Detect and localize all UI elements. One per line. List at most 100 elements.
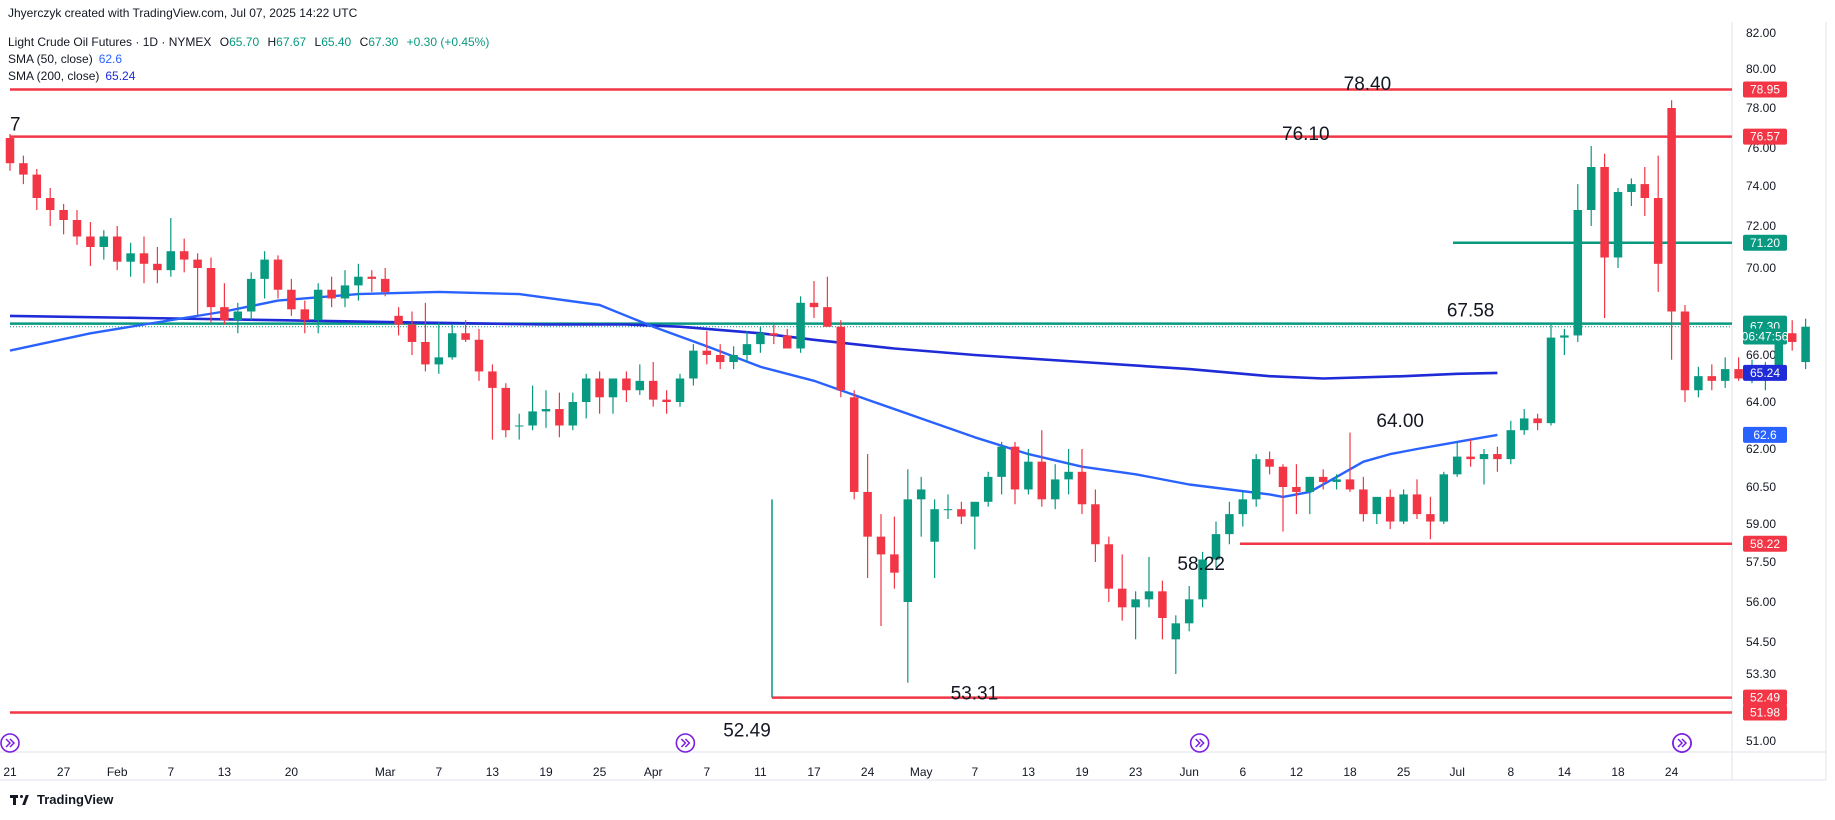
- candle: [1265, 451, 1274, 475]
- forward-arrow-icon[interactable]: [1672, 733, 1692, 753]
- chart-credit: Jhyerczyk created with TradingView.com, …: [8, 6, 358, 20]
- candle-body: [1318, 476, 1328, 482]
- candle-body: [99, 236, 109, 247]
- candle-body: [903, 499, 913, 602]
- candle: [1158, 580, 1167, 640]
- price-annotation: 58.22: [1177, 554, 1225, 575]
- price-axis-label: 56.00: [1746, 595, 1776, 609]
- price-tag-label: 62.6: [1753, 428, 1777, 442]
- price-tag: 71.20: [1743, 234, 1787, 251]
- candle-body: [1479, 454, 1489, 460]
- price-tag-label: 52.49: [1750, 691, 1780, 705]
- price-annotation: 53.31: [951, 684, 999, 705]
- candle-body: [622, 378, 631, 391]
- close-label: C: [359, 35, 369, 49]
- candle-body: [126, 253, 135, 262]
- candle: [313, 283, 323, 334]
- candle: [407, 311, 417, 355]
- low-label: L: [314, 35, 322, 49]
- event-arrow: [5, 738, 16, 748]
- candle-body: [541, 409, 551, 412]
- sma50-legend[interactable]: SMA (50, close) 62.6: [8, 52, 122, 66]
- candle-body: [5, 138, 15, 164]
- candle: [1318, 469, 1328, 490]
- candle-body: [1600, 167, 1609, 258]
- price-tag: 78.95: [1743, 81, 1787, 98]
- candle-body: [354, 276, 363, 286]
- price-axis-label: 60.50: [1746, 480, 1776, 494]
- candle: [421, 302, 430, 372]
- candle: [648, 362, 658, 407]
- candle-body: [340, 285, 350, 299]
- candle: [1466, 439, 1475, 467]
- candle: [809, 281, 819, 319]
- candle: [1493, 446, 1502, 472]
- candle: [555, 392, 564, 438]
- candle-body: [45, 198, 55, 210]
- candle: [1117, 554, 1127, 621]
- candle: [1680, 304, 1690, 402]
- candle-body: [782, 335, 792, 349]
- candle: [997, 441, 1006, 495]
- candle-body: [1466, 456, 1475, 460]
- price-tag-bg: [1743, 234, 1787, 251]
- candle-body: [648, 380, 658, 400]
- forward-arrow-icon[interactable]: [0, 733, 20, 753]
- price-axis-label: 53.30: [1746, 667, 1776, 681]
- high-value: 67.67: [276, 35, 307, 49]
- candle-body: [32, 174, 42, 198]
- candle-body: [1707, 376, 1717, 381]
- candle-body: [407, 324, 417, 342]
- candle: [327, 276, 336, 308]
- candle-body: [1399, 494, 1408, 522]
- price-tag-bg: [1743, 689, 1787, 706]
- candle: [1010, 441, 1020, 505]
- forward-arrow-icon[interactable]: [675, 733, 696, 753]
- candle: [1452, 441, 1462, 477]
- candle-body: [849, 397, 859, 492]
- candle-body: [461, 333, 470, 340]
- candle-body: [1506, 430, 1516, 460]
- candle: [1251, 454, 1261, 507]
- candle-body: [367, 276, 377, 279]
- candle: [930, 499, 939, 578]
- forward-arrow-icon[interactable]: [1189, 733, 1210, 753]
- symbol-title[interactable]: Light Crude Oil Futures · 1D · NYMEX: [8, 35, 212, 49]
- candle: [1091, 489, 1100, 562]
- candle-body: [809, 302, 819, 308]
- price-tag: 51.98: [1743, 704, 1787, 721]
- candle-body: [1667, 108, 1676, 312]
- candle: [72, 210, 82, 245]
- time-axis-label: Feb: [107, 765, 128, 779]
- candle-body: [608, 378, 618, 398]
- sma200-legend[interactable]: SMA (200, close) 65.24: [8, 69, 135, 83]
- candle-body: [769, 333, 779, 336]
- sma50-label: SMA (50, close): [8, 52, 93, 66]
- candle: [943, 494, 953, 520]
- candle: [514, 413, 524, 440]
- candle: [300, 300, 310, 334]
- candle-body: [447, 333, 457, 358]
- candle: [112, 226, 122, 271]
- tradingview-brand[interactable]: TradingView: [10, 792, 113, 807]
- candle-body: [1064, 471, 1073, 480]
- candle-body: [635, 380, 645, 391]
- candle: [916, 476, 926, 537]
- candle-body: [715, 355, 725, 363]
- candle-body: [1734, 369, 1743, 379]
- candle: [1184, 586, 1194, 632]
- candle-body: [1050, 479, 1060, 500]
- candle-body: [662, 399, 671, 402]
- price-tag-bg: [1743, 704, 1787, 721]
- candle-body: [1613, 192, 1623, 258]
- candle: [1131, 591, 1140, 640]
- candle-body: [1184, 599, 1194, 624]
- high-label: H: [267, 35, 277, 49]
- candle: [153, 247, 162, 284]
- candle: [1627, 178, 1636, 206]
- time-axis-label: 11: [754, 765, 767, 779]
- candle-body: [1573, 210, 1583, 336]
- candle-body: [260, 259, 269, 279]
- price-axis-label: 66.00: [1746, 348, 1776, 362]
